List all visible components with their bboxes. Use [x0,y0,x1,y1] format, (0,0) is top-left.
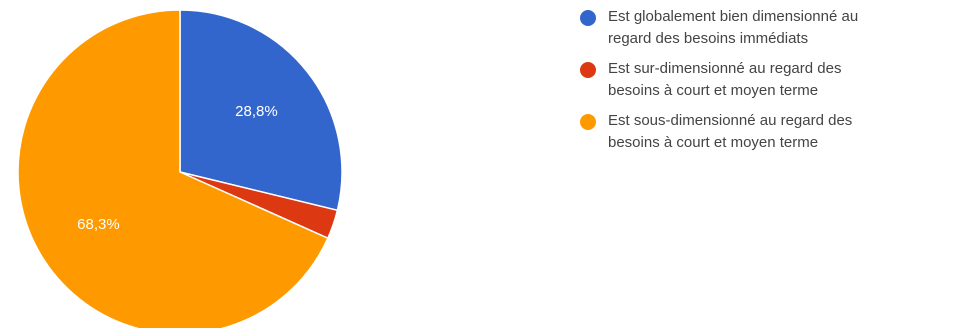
legend-label: Est sur-dimensionné au regard des besoin… [608,60,842,99]
legend-swatch-blue-icon [580,10,596,26]
legend-item-sur-dimensionne[interactable]: Est sur-dimensionné au regard des besoin… [578,58,970,102]
legend-label: Est sous-dimensionné au regard des besoi… [608,112,853,151]
pie-slice-sous-dimensionne[interactable] [17,9,329,328]
slice-value-label: 28,8% [235,103,278,120]
legend: Est globalement bien dimensionné au rega… [578,6,970,162]
pie-plot-area: 28,8% 68,3% [17,9,343,328]
slice-value-label: 68,3% [77,216,120,233]
legend-swatch-orange-icon [580,114,596,130]
legend-swatch-red-icon [580,62,596,78]
legend-item-bien-dimensionne[interactable]: Est globalement bien dimensionné au rega… [578,6,970,50]
pie-slice-bien-dimensionne[interactable] [179,9,343,212]
legend-label: Est globalement bien dimensionné au rega… [608,8,859,47]
legend-item-sous-dimensionne[interactable]: Est sous-dimensionné au regard des besoi… [578,110,970,154]
